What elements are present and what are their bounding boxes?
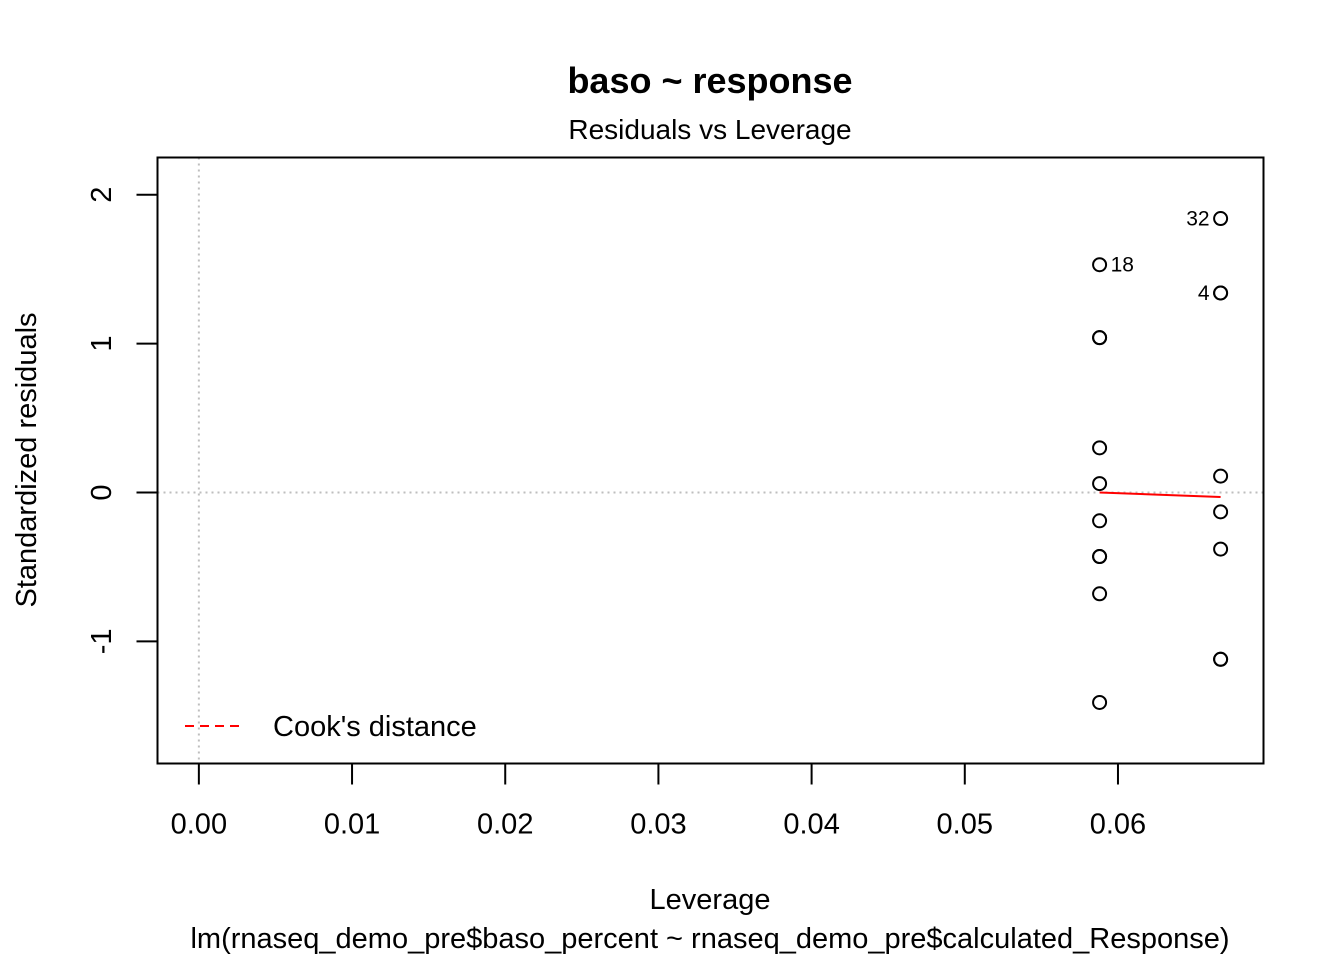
x-tick-label: 0.03 bbox=[630, 809, 686, 841]
data-point bbox=[1213, 285, 1229, 301]
chart-subtitle: Residuals vs Leverage bbox=[568, 114, 851, 145]
y-axis-label: Standardized residuals bbox=[11, 312, 43, 607]
y-tick-label: 0 bbox=[86, 484, 118, 500]
data-point bbox=[1092, 330, 1108, 346]
x-axis: 0.00 0.01 0.02 0.03 0.04 0.05 0.06 bbox=[171, 762, 1146, 841]
y-tick-label: 2 bbox=[86, 187, 118, 203]
data-point bbox=[1213, 541, 1229, 557]
point-label: 18 bbox=[1111, 254, 1134, 277]
chart-title: baso ~ response bbox=[567, 60, 852, 101]
data-point bbox=[1213, 504, 1229, 520]
data-point bbox=[1092, 440, 1108, 456]
y-tick-label: -1 bbox=[86, 629, 118, 655]
x-tick-label: 0.06 bbox=[1090, 809, 1146, 841]
data-point bbox=[1213, 468, 1229, 484]
y-tick-label: 1 bbox=[86, 336, 118, 352]
data-point bbox=[1213, 211, 1229, 227]
data-point bbox=[1213, 651, 1229, 667]
x-tick-label: 0.05 bbox=[937, 809, 993, 841]
data-point bbox=[1092, 586, 1108, 602]
x-tick-label: 0.01 bbox=[324, 809, 380, 841]
legend-label-cooks-distance: Cook's distance bbox=[273, 711, 477, 743]
point-label: 32 bbox=[1186, 208, 1209, 231]
smooth-line bbox=[1099, 491, 1221, 498]
caption: lm(rnaseq_demo_pre$baso_percent ~ rnaseq… bbox=[190, 923, 1229, 955]
point-label: 4 bbox=[1198, 282, 1210, 305]
plot-frame bbox=[156, 156, 1265, 765]
x-tick-label: 0.02 bbox=[477, 809, 533, 841]
plot-area: 18 32 4 bbox=[157, 157, 1264, 764]
y-axis: -1 0 1 2 bbox=[86, 187, 159, 655]
data-point bbox=[1092, 694, 1108, 710]
data-point bbox=[1092, 476, 1108, 492]
data-point bbox=[1092, 513, 1108, 529]
legend: Cook's distance bbox=[185, 711, 477, 743]
x-axis-label: Leverage bbox=[650, 884, 771, 916]
data-point bbox=[1092, 549, 1108, 565]
data-point bbox=[1092, 257, 1108, 273]
x-tick-label: 0.00 bbox=[171, 809, 227, 841]
x-tick-label: 0.04 bbox=[783, 809, 839, 841]
